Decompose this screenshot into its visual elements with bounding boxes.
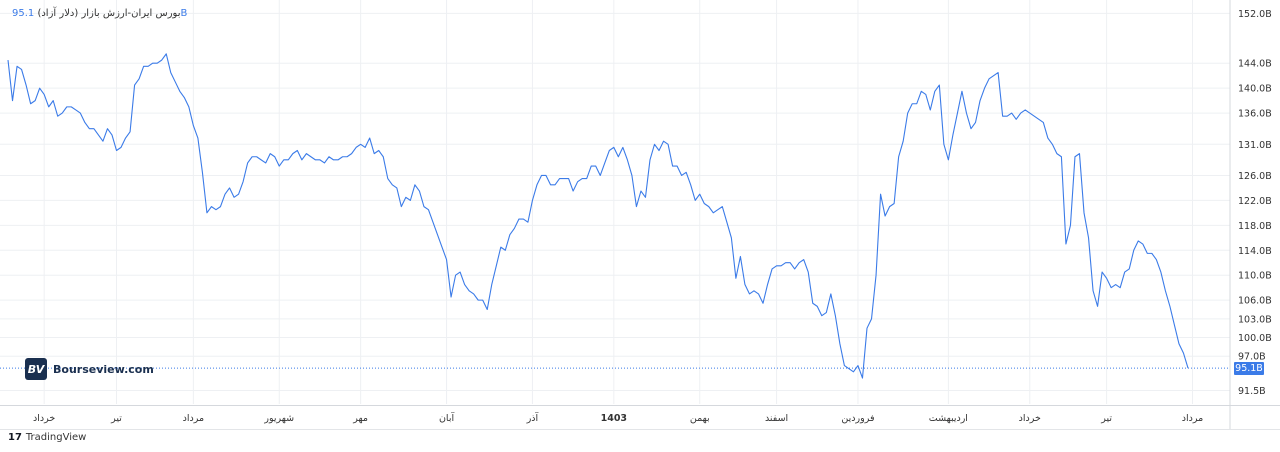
chart-title: بورس ایران-ارزش بازار (دلار آزاد) 95.1B xyxy=(12,8,193,19)
x-axis: خرداد تیر مرداد شهریور مهر آبان آذر 1403 بهمن اسف… xyxy=(0,405,1280,430)
y-tick-label: 103.0B xyxy=(1238,314,1272,325)
grid-lines xyxy=(0,0,1230,404)
last-value-label: 95.1B xyxy=(12,8,188,19)
x-tick-label: مرداد xyxy=(1182,413,1203,424)
x-tick-label: مرداد xyxy=(183,413,204,424)
x-tick-label: بهمن xyxy=(690,413,710,424)
y-tick-label: 131.0B xyxy=(1238,140,1272,151)
x-tick-label: خرداد xyxy=(1019,413,1041,424)
bv-logo-icon: BV xyxy=(25,358,47,380)
tradingview-text: TradingView xyxy=(25,432,87,443)
plot-area xyxy=(0,53,1230,379)
y-tick-label: 122.0B xyxy=(1238,196,1272,207)
y-tick-label: 144.0B xyxy=(1238,59,1272,70)
y-tick-label: 140.0B xyxy=(1238,84,1272,95)
x-tick-label: فروردین xyxy=(841,413,874,424)
x-tick-label: تیر xyxy=(1100,413,1112,424)
y-axis: 152.0B 144.0B 140.0B 136.0B 131.0B 126.0B 122.… xyxy=(1229,0,1272,430)
x-tick-label: اردیبهشت xyxy=(929,413,968,424)
x-tick-label: 1403 xyxy=(601,413,627,424)
y-tick-label: 91.5B xyxy=(1238,386,1266,397)
chart-title-text: بورس ایران-ارزش بازار (دلار آزاد) xyxy=(37,8,181,19)
tradingview-logo-icon: 17 xyxy=(8,432,22,443)
bourseview-logo: BV Bourseview.com xyxy=(25,358,154,380)
x-tick-label: آذر xyxy=(526,411,539,424)
bourseview-site: Bourseview.com xyxy=(53,362,154,376)
x-tick-label: شهریور xyxy=(263,413,294,424)
y-tick-label: 110.0B xyxy=(1238,271,1272,282)
y-tick-label: 97.0B xyxy=(1238,352,1266,363)
y-tick-label: 152.0B xyxy=(1238,9,1272,20)
tradingview-attribution[interactable]: 17 TradingView xyxy=(8,432,86,443)
y-tick-label: 106.0B xyxy=(1238,296,1272,307)
last-price-tag: 95.1B xyxy=(1234,361,1264,375)
x-tick-label: خرداد xyxy=(33,413,55,424)
x-tick-label: مهر xyxy=(352,413,368,424)
y-tick-label: 136.0B xyxy=(1238,109,1272,120)
y-tick-label: 100.0B xyxy=(1238,333,1272,344)
series-line xyxy=(7,53,1189,379)
x-tick-label: آبان xyxy=(439,411,455,424)
y-tick-label: 126.0B xyxy=(1238,171,1272,182)
y-tick-label: 114.0B xyxy=(1238,246,1272,257)
x-tick-label: اسفند xyxy=(765,413,788,424)
y-tick-label: 118.0B xyxy=(1238,221,1272,232)
x-tick-label: تیر xyxy=(110,413,122,424)
